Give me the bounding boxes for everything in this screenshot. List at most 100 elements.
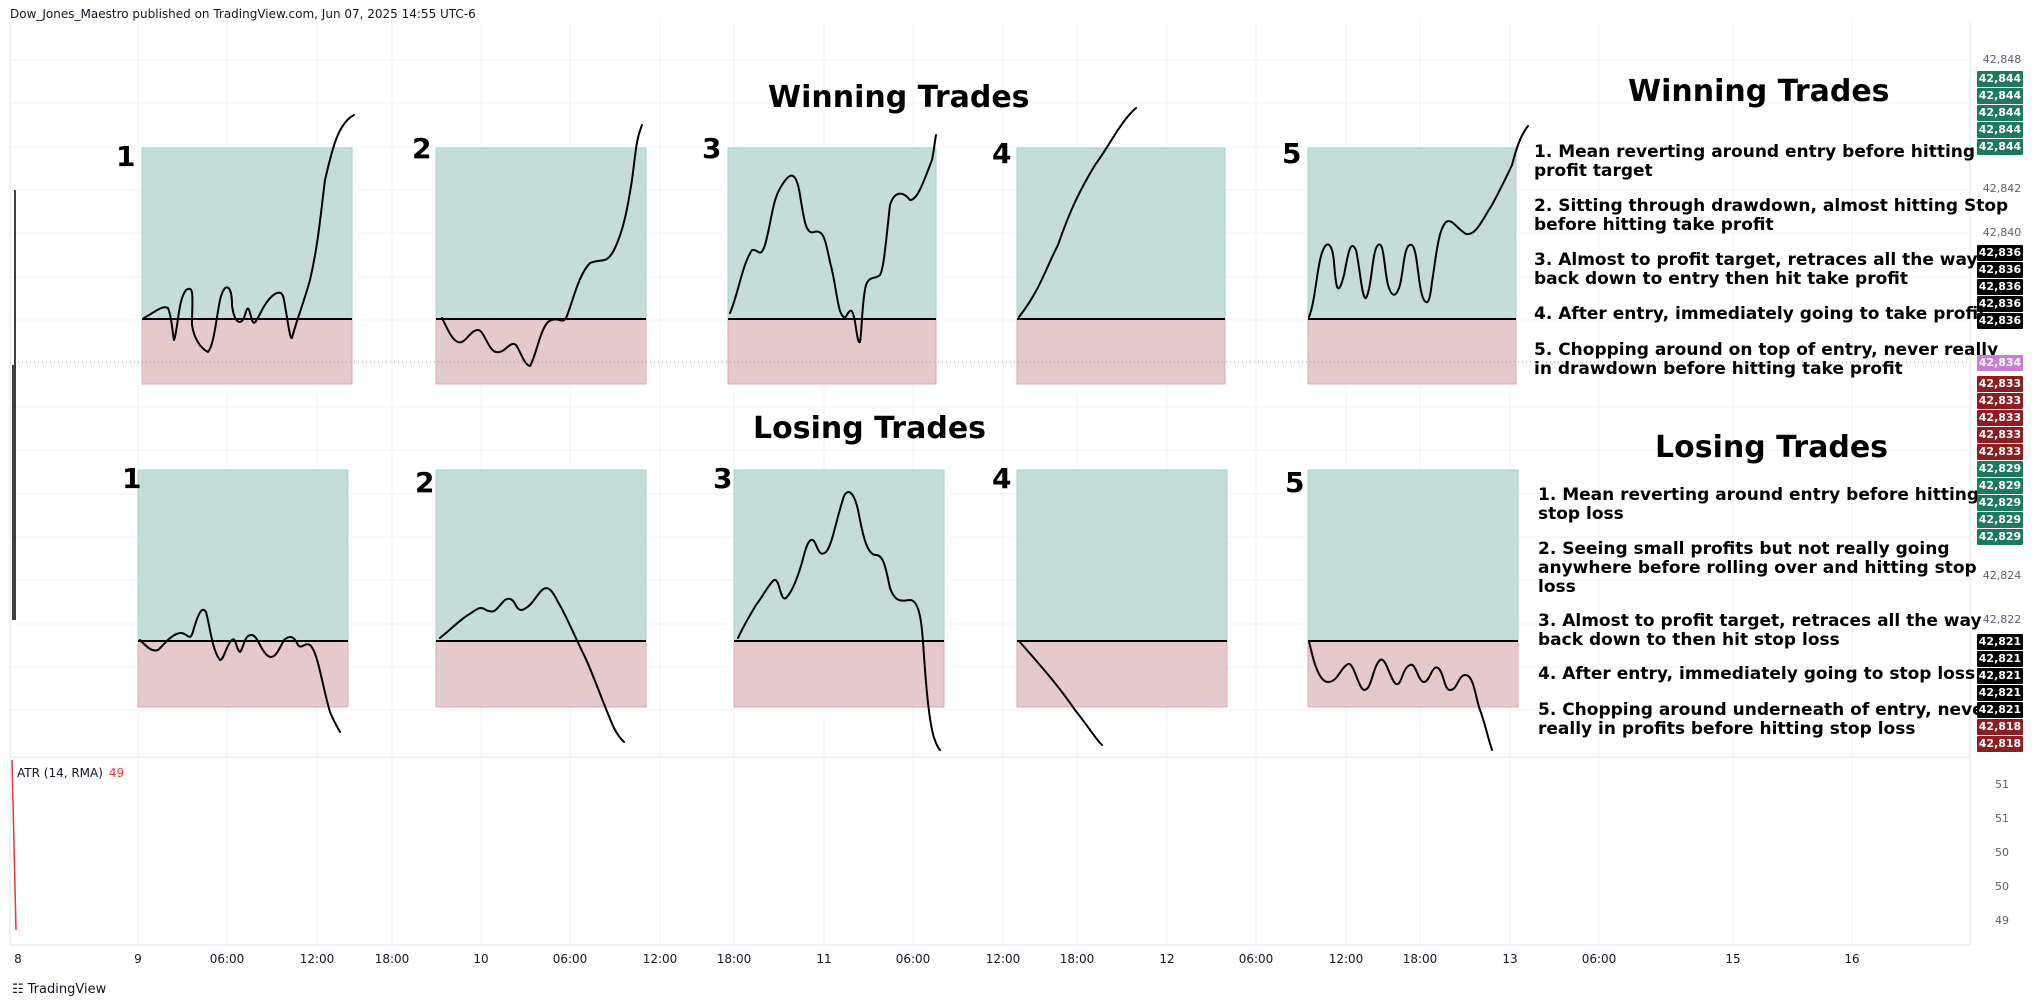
- losing-panel-number-5: 5: [1285, 466, 1305, 499]
- winning-panel-number-4: 4: [992, 137, 1012, 170]
- winning-trades-title: Winning Trades: [768, 80, 1030, 115]
- atr-indicator-legend[interactable]: ATR (14, RMA) 49: [17, 766, 124, 780]
- price-box-red: 42,833: [1977, 393, 2023, 409]
- publish-info: Dow_Jones_Maestro published on TradingVi…: [10, 7, 476, 21]
- price-box-green: 42,829: [1977, 495, 2023, 511]
- time-axis-label: 18:00: [374, 952, 410, 966]
- winning-desc-1: 1. Mean reverting around entry before hi…: [1534, 142, 1976, 181]
- losing-desc-2: 2. Seeing small profits but not really g…: [1538, 539, 1977, 597]
- price-box-black: 42,836: [1977, 296, 2023, 312]
- winning-panel-number-5: 5: [1282, 137, 1302, 170]
- losing-panel-number-3: 3: [713, 462, 733, 495]
- winning-panel-3-profit-zone: [727, 147, 937, 320]
- tradingview-logo[interactable]: ☷ TradingView: [12, 982, 107, 997]
- winning-desc-3: 3. Almost to profit target, retraces all…: [1534, 250, 1978, 289]
- winning-panel-1-loss-zone: [141, 318, 353, 385]
- time-axis-label: 18:00: [1402, 952, 1438, 966]
- winning-panel-4-profit-zone: [1016, 147, 1226, 320]
- losing-panel-3-price-path: [737, 491, 941, 751]
- atr-axis-label: 51: [1995, 812, 2009, 825]
- winning-panel-number-1: 1: [116, 140, 136, 173]
- chart-decorations: [9, 22, 1971, 946]
- losing-panel-number-2: 2: [415, 466, 435, 499]
- losing-panel-number-1: 1: [122, 462, 142, 495]
- time-axis-label: 18:00: [716, 952, 752, 966]
- losing-panel-1-profit-zone: [137, 469, 349, 642]
- time-axis-label: 12:00: [642, 952, 678, 966]
- atr-axis-label: 50: [1995, 880, 2009, 893]
- price-box-black: 42,821: [1977, 668, 2023, 684]
- atr-line: [11, 759, 17, 931]
- losing-panel-3-profit-zone: [733, 469, 945, 642]
- atr-value: 49: [108, 766, 125, 780]
- time-axis-label: 10: [473, 952, 489, 966]
- trade-zones: [137, 147, 1519, 708]
- winning-panel-5-price-path: [1308, 125, 1529, 318]
- winning-panel-1-price-path: [143, 114, 355, 353]
- losing-panel-number-4: 4: [992, 462, 1012, 495]
- time-axis-label: 13: [1502, 952, 1518, 966]
- losing-trades-title: Losing Trades: [753, 411, 987, 446]
- winning-panel-5-profit-zone: [1307, 147, 1517, 320]
- time-axis-label: 06:00: [1581, 952, 1617, 966]
- time-axis-label: 06:00: [1238, 952, 1274, 966]
- price-box-red: 42,833: [1977, 410, 2023, 426]
- price-box-red: 42,833: [1977, 444, 2023, 460]
- price-box-black: 42,836: [1977, 245, 2023, 261]
- losing-panel-4-price-path: [1018, 640, 1103, 746]
- price-paths: [139, 107, 1529, 751]
- price-box-black: 42,821: [1977, 702, 2023, 718]
- price-axis-label: 42,840: [1982, 226, 2022, 239]
- time-axis-label: 06:00: [209, 952, 245, 966]
- losing-panel-2-loss-zone: [435, 640, 647, 708]
- losing-panel-4-loss-zone: [1016, 640, 1228, 708]
- winning-trades-side-title: Winning Trades: [1628, 74, 1890, 109]
- winning-panel-2-loss-zone: [435, 318, 647, 385]
- time-axis-label: 9: [134, 952, 142, 966]
- price-box-black: 42,836: [1977, 279, 2023, 295]
- price-box-black: 42,836: [1977, 262, 2023, 278]
- losing-panel-1-loss-zone: [137, 640, 349, 708]
- time-axis-label: 06:00: [552, 952, 588, 966]
- losing-desc-4: 4. After entry, immediately going to sto…: [1538, 664, 1976, 684]
- winning-desc-2: 2. Sitting through drawdown, almost hitt…: [1534, 196, 2009, 235]
- price-box-red: 42,833: [1977, 376, 2023, 392]
- winning-panel-3-price-path: [729, 134, 937, 344]
- price-box-red: 42,833: [1977, 427, 2023, 443]
- winning-panel-2-profit-zone: [435, 147, 647, 320]
- losing-panel-1-price-path: [139, 608, 341, 733]
- winning-panel-4-price-path: [1018, 107, 1137, 318]
- price-box-green: 42,844: [1977, 105, 2023, 121]
- price-box-green: 42,829: [1977, 512, 2023, 528]
- losing-desc-1: 1. Mean reverting around entry before hi…: [1538, 485, 1980, 524]
- winning-desc-4: 4. After entry, immediately going to tak…: [1534, 304, 1987, 324]
- losing-panel-5-price-path: [1308, 640, 1493, 751]
- current-price-box: 42,834: [1977, 355, 2023, 371]
- losing-panel-5-profit-zone: [1307, 469, 1519, 642]
- price-box-green: 42,844: [1977, 71, 2023, 87]
- price-axis-label: 42,842: [1982, 182, 2022, 195]
- winning-panel-number-3: 3: [702, 132, 722, 165]
- winning-panel-number-2: 2: [412, 132, 432, 165]
- time-axis-label: 11: [816, 952, 832, 966]
- price-box-green: 42,844: [1977, 122, 2023, 138]
- price-box-red: 42,818: [1977, 719, 2023, 735]
- price-box-red: 42,818: [1977, 736, 2023, 752]
- winning-panel-2-price-path: [441, 124, 643, 367]
- winning-panel-5-loss-zone: [1307, 318, 1517, 385]
- price-box-black: 42,821: [1977, 685, 2023, 701]
- time-axis-label: 18:00: [1059, 952, 1095, 966]
- tradingview-logo-icon: ☷: [12, 982, 24, 997]
- losing-desc-3: 3. Almost to profit target, retraces all…: [1538, 611, 1982, 650]
- price-box-green: 42,844: [1977, 139, 2023, 155]
- atr-axis-label: 49: [1995, 914, 2009, 927]
- price-box-green: 42,829: [1977, 461, 2023, 477]
- time-axis-label: 16: [1844, 952, 1860, 966]
- price-axis-label: 42,822: [1982, 613, 2022, 626]
- winning-desc-5: 5. Chopping around on top of entry, neve…: [1534, 340, 1999, 379]
- price-axis-label: 42,848: [1982, 53, 2022, 66]
- price-box-black: 42,836: [1977, 313, 2023, 329]
- losing-panel-3-loss-zone: [733, 640, 945, 708]
- price-box-black: 42,821: [1977, 651, 2023, 667]
